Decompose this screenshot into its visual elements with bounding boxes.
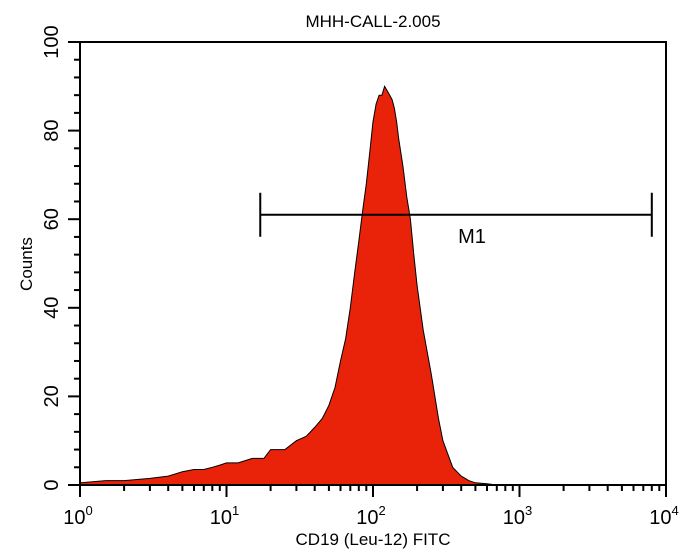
x-tick-label: 104 [649,503,678,529]
y-axis: 0 20 40 60 80 100 [41,25,80,491]
y-tick-label: 60 [41,208,63,230]
histogram-series-0 [79,85,666,486]
x-tick-label: 101 [210,503,239,529]
y-axis-label: Counts [17,237,36,291]
x-tick-label: 102 [356,503,385,529]
y-tick-label: 20 [41,385,63,407]
plot-area: M1 [79,41,667,486]
marker-m1-label: M1 [458,226,486,248]
y-tick-label: 0 [41,479,63,490]
y-tick-label: 80 [41,119,63,141]
x-tick-label: 103 [503,503,532,529]
y-tick-label: 40 [41,297,63,319]
x-axis-label: CD19 (Leu-12) FITC [296,530,451,549]
chart-title: MHH-CALL-2.005 [305,12,440,31]
x-tick-label: 100 [63,503,92,529]
x-axis: 100 101 102 103 104 [63,485,679,529]
y-tick-label: 100 [41,25,63,58]
